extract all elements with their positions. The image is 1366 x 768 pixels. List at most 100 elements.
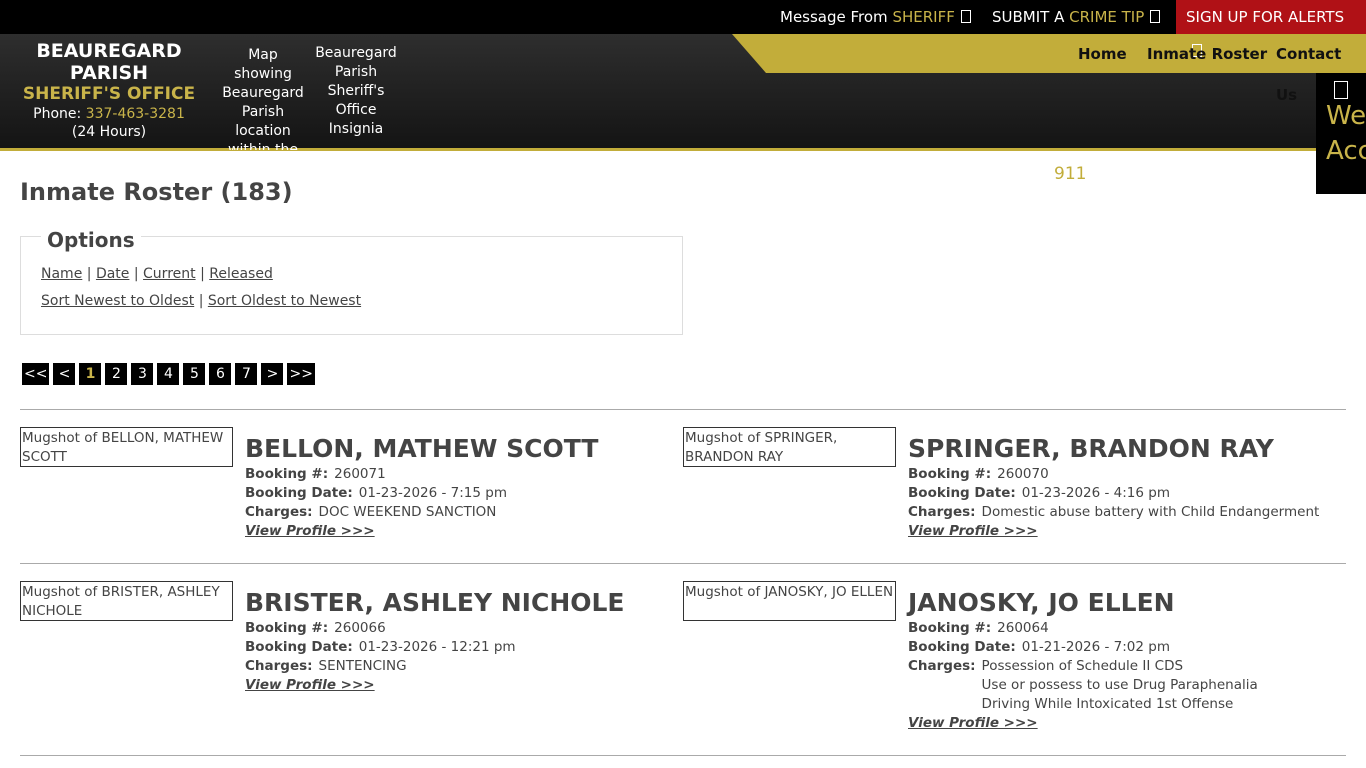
separator: | (133, 266, 139, 282)
hours: (24 Hours) (71, 124, 147, 140)
page-link[interactable]: << (22, 363, 50, 385)
page-link[interactable]: 7 (235, 363, 258, 385)
top-link[interactable]: SUBMIT A CRIME TIP (982, 0, 1170, 34)
side-widget-text: Acc (1326, 136, 1366, 166)
nav-band (732, 34, 1366, 73)
top-link-text: Message From (780, 8, 888, 26)
side-widget: We Acc (1316, 73, 1366, 194)
pagination: << <1 2 3 4 5 6 7 > >> (22, 363, 319, 385)
page-link[interactable]: 5 (183, 363, 206, 385)
page-link[interactable]: > (261, 363, 284, 385)
view-profile[interactable]: View Profile >>> (245, 523, 375, 539)
options-legend: Options (41, 228, 141, 252)
field-label: Charges: (245, 658, 313, 674)
field-label: Charges: (908, 504, 976, 520)
page-link[interactable]: >> (287, 363, 315, 385)
booking-date: 01-21-2026 - 7:02 pm (1021, 639, 1170, 655)
separator: | (86, 266, 92, 282)
page-title: Inmate Roster (183) (20, 178, 293, 206)
side-widget-text: We (1326, 101, 1366, 131)
field-label: Charges: (245, 504, 313, 520)
nav-link[interactable]: Home (1078, 45, 1127, 63)
nav-link[interactable]: Inmate Roster (1147, 45, 1268, 63)
phone-label: Phone: (33, 106, 82, 122)
mugshot: Mugshot of JANOSKY, JO ELLEN (683, 581, 896, 621)
map-image: Map showing Beauregard Parish location w… (222, 47, 304, 150)
top-link-text: SIGN UP FOR ALERTS (1186, 8, 1345, 26)
booking-date: 01-23-2026 - 12:21 pm (358, 639, 516, 655)
inmate-name: BRISTER, ASHLEY NICHOLE (245, 588, 625, 617)
inmate-info: BRISTER, ASHLEY NICHOLE Booking #: 260066 B… (245, 587, 625, 695)
field-label: Booking Date: (245, 485, 353, 501)
option-link[interactable]: Name (41, 266, 83, 282)
page-link[interactable]: 1 (79, 363, 102, 385)
field-label: Booking #: (908, 620, 992, 636)
top-link[interactable]: SIGN UP FOR ALERTS (1176, 0, 1366, 57)
phone-number[interactable]: 337-463-3281 (85, 106, 185, 122)
page-link[interactable]: 6 (209, 363, 232, 385)
field-label: Booking Date: (908, 639, 1016, 655)
top-link-text: SUBMIT A (992, 8, 1065, 26)
option-link[interactable]: Sort Newest to Oldest (41, 293, 195, 309)
field: Booking Date: 01-23-2026 - 7:15 pm (245, 484, 598, 503)
booking-number: 260070 (997, 466, 1049, 482)
field: Charges: Possession of Schedule II CDS Use… (908, 657, 1258, 714)
inmate-card: Mugshot of BRISTER, ASHLEY NICHOLE BRISTE… (20, 581, 680, 711)
field: Booking Date: 01-21-2026 - 7:02 pm (908, 638, 1258, 657)
field: Charges: DOC WEEKEND SANCTION (245, 503, 598, 522)
page-link[interactable]: < (53, 363, 76, 385)
charges: Domestic abuse battery with Child Endang… (982, 503, 1320, 522)
field-label: Charges: (908, 658, 976, 674)
icon (1192, 44, 1202, 57)
field-label: Booking #: (245, 620, 329, 636)
inmate-card: Mugshot of BELLON, MATHEW SCOTT BELLON, M… (20, 427, 680, 557)
divider (20, 755, 1346, 756)
option-link[interactable]: Sort Oldest to Newest (207, 293, 362, 309)
inmate-card: Mugshot of SPRINGER, BRANDON RAY SPRINGER… (683, 427, 1343, 557)
view-profile[interactable]: View Profile >>> (245, 677, 375, 693)
field: Booking Date: 01-23-2026 - 12:21 pm (245, 638, 625, 657)
phone: Phone: 337-463-3281 (0, 106, 218, 122)
separator: | (198, 293, 204, 309)
option-link[interactable]: Released (209, 266, 273, 282)
brand-subtitle: SHERIFF'S OFFICE (22, 84, 196, 104)
nav-link[interactable]: Contact Us (1276, 45, 1342, 104)
field: Charges: Domestic abuse battery with Chil… (908, 503, 1319, 522)
view-profile[interactable]: View Profile >>> (908, 523, 1038, 539)
mugshot: Mugshot of SPRINGER, BRANDON RAY (683, 427, 896, 467)
booking-number: 260064 (997, 620, 1049, 636)
page-link[interactable]: 4 (157, 363, 180, 385)
booking-date: 01-23-2026 - 4:16 pm (1021, 485, 1170, 501)
field-label: Booking #: (245, 466, 329, 482)
page-link[interactable]: 2 (105, 363, 128, 385)
field: Booking #: 260070 (908, 465, 1319, 484)
view-profile[interactable]: View Profile >>> (908, 715, 1038, 731)
charge: Driving While Intoxicated 1st Offense (981, 696, 1234, 712)
top-link-highlight: CRIME TIP (1069, 8, 1145, 26)
field: Booking #: 260064 (908, 619, 1258, 638)
top-link-highlight: SHERIFF (892, 8, 955, 26)
page-link[interactable]: 3 (131, 363, 154, 385)
charge: SENTENCING (318, 658, 407, 674)
charges: SENTENCING (319, 657, 407, 676)
options: Options Name | Date | Current | Released S… (20, 228, 683, 335)
booking-number: 260066 (334, 620, 386, 636)
brand: BEAUREGARD PARISH SHERIFF'S OFFICE Phone: … (0, 40, 218, 140)
field: Booking #: 260066 (245, 619, 625, 638)
top-bar (0, 0, 1366, 34)
insignia-image: Beauregard Parish Sheriff's Office Insig… (315, 45, 397, 137)
icon (1150, 10, 1161, 23)
booking-number: 260071 (334, 466, 386, 482)
charges: Possession of Schedule II CDS Use or poss… (982, 657, 1258, 714)
option-link[interactable]: Date (95, 266, 130, 282)
option-link[interactable]: Current (143, 266, 196, 282)
field: Booking #: 260071 (245, 465, 598, 484)
inmate-info: JANOSKY, JO ELLEN Booking #: 260064 Booking… (908, 587, 1258, 733)
mugshot: Mugshot of BRISTER, ASHLEY NICHOLE (20, 581, 233, 621)
charge: Use or possess to use Drug Paraphenalia (981, 677, 1258, 693)
inmate-name: JANOSKY, JO ELLEN (908, 588, 1175, 617)
top-link[interactable]: Message From SHERIFF (770, 0, 981, 34)
separator: | (200, 266, 205, 282)
charge: Domestic abuse battery with Child Endang… (981, 504, 1320, 520)
